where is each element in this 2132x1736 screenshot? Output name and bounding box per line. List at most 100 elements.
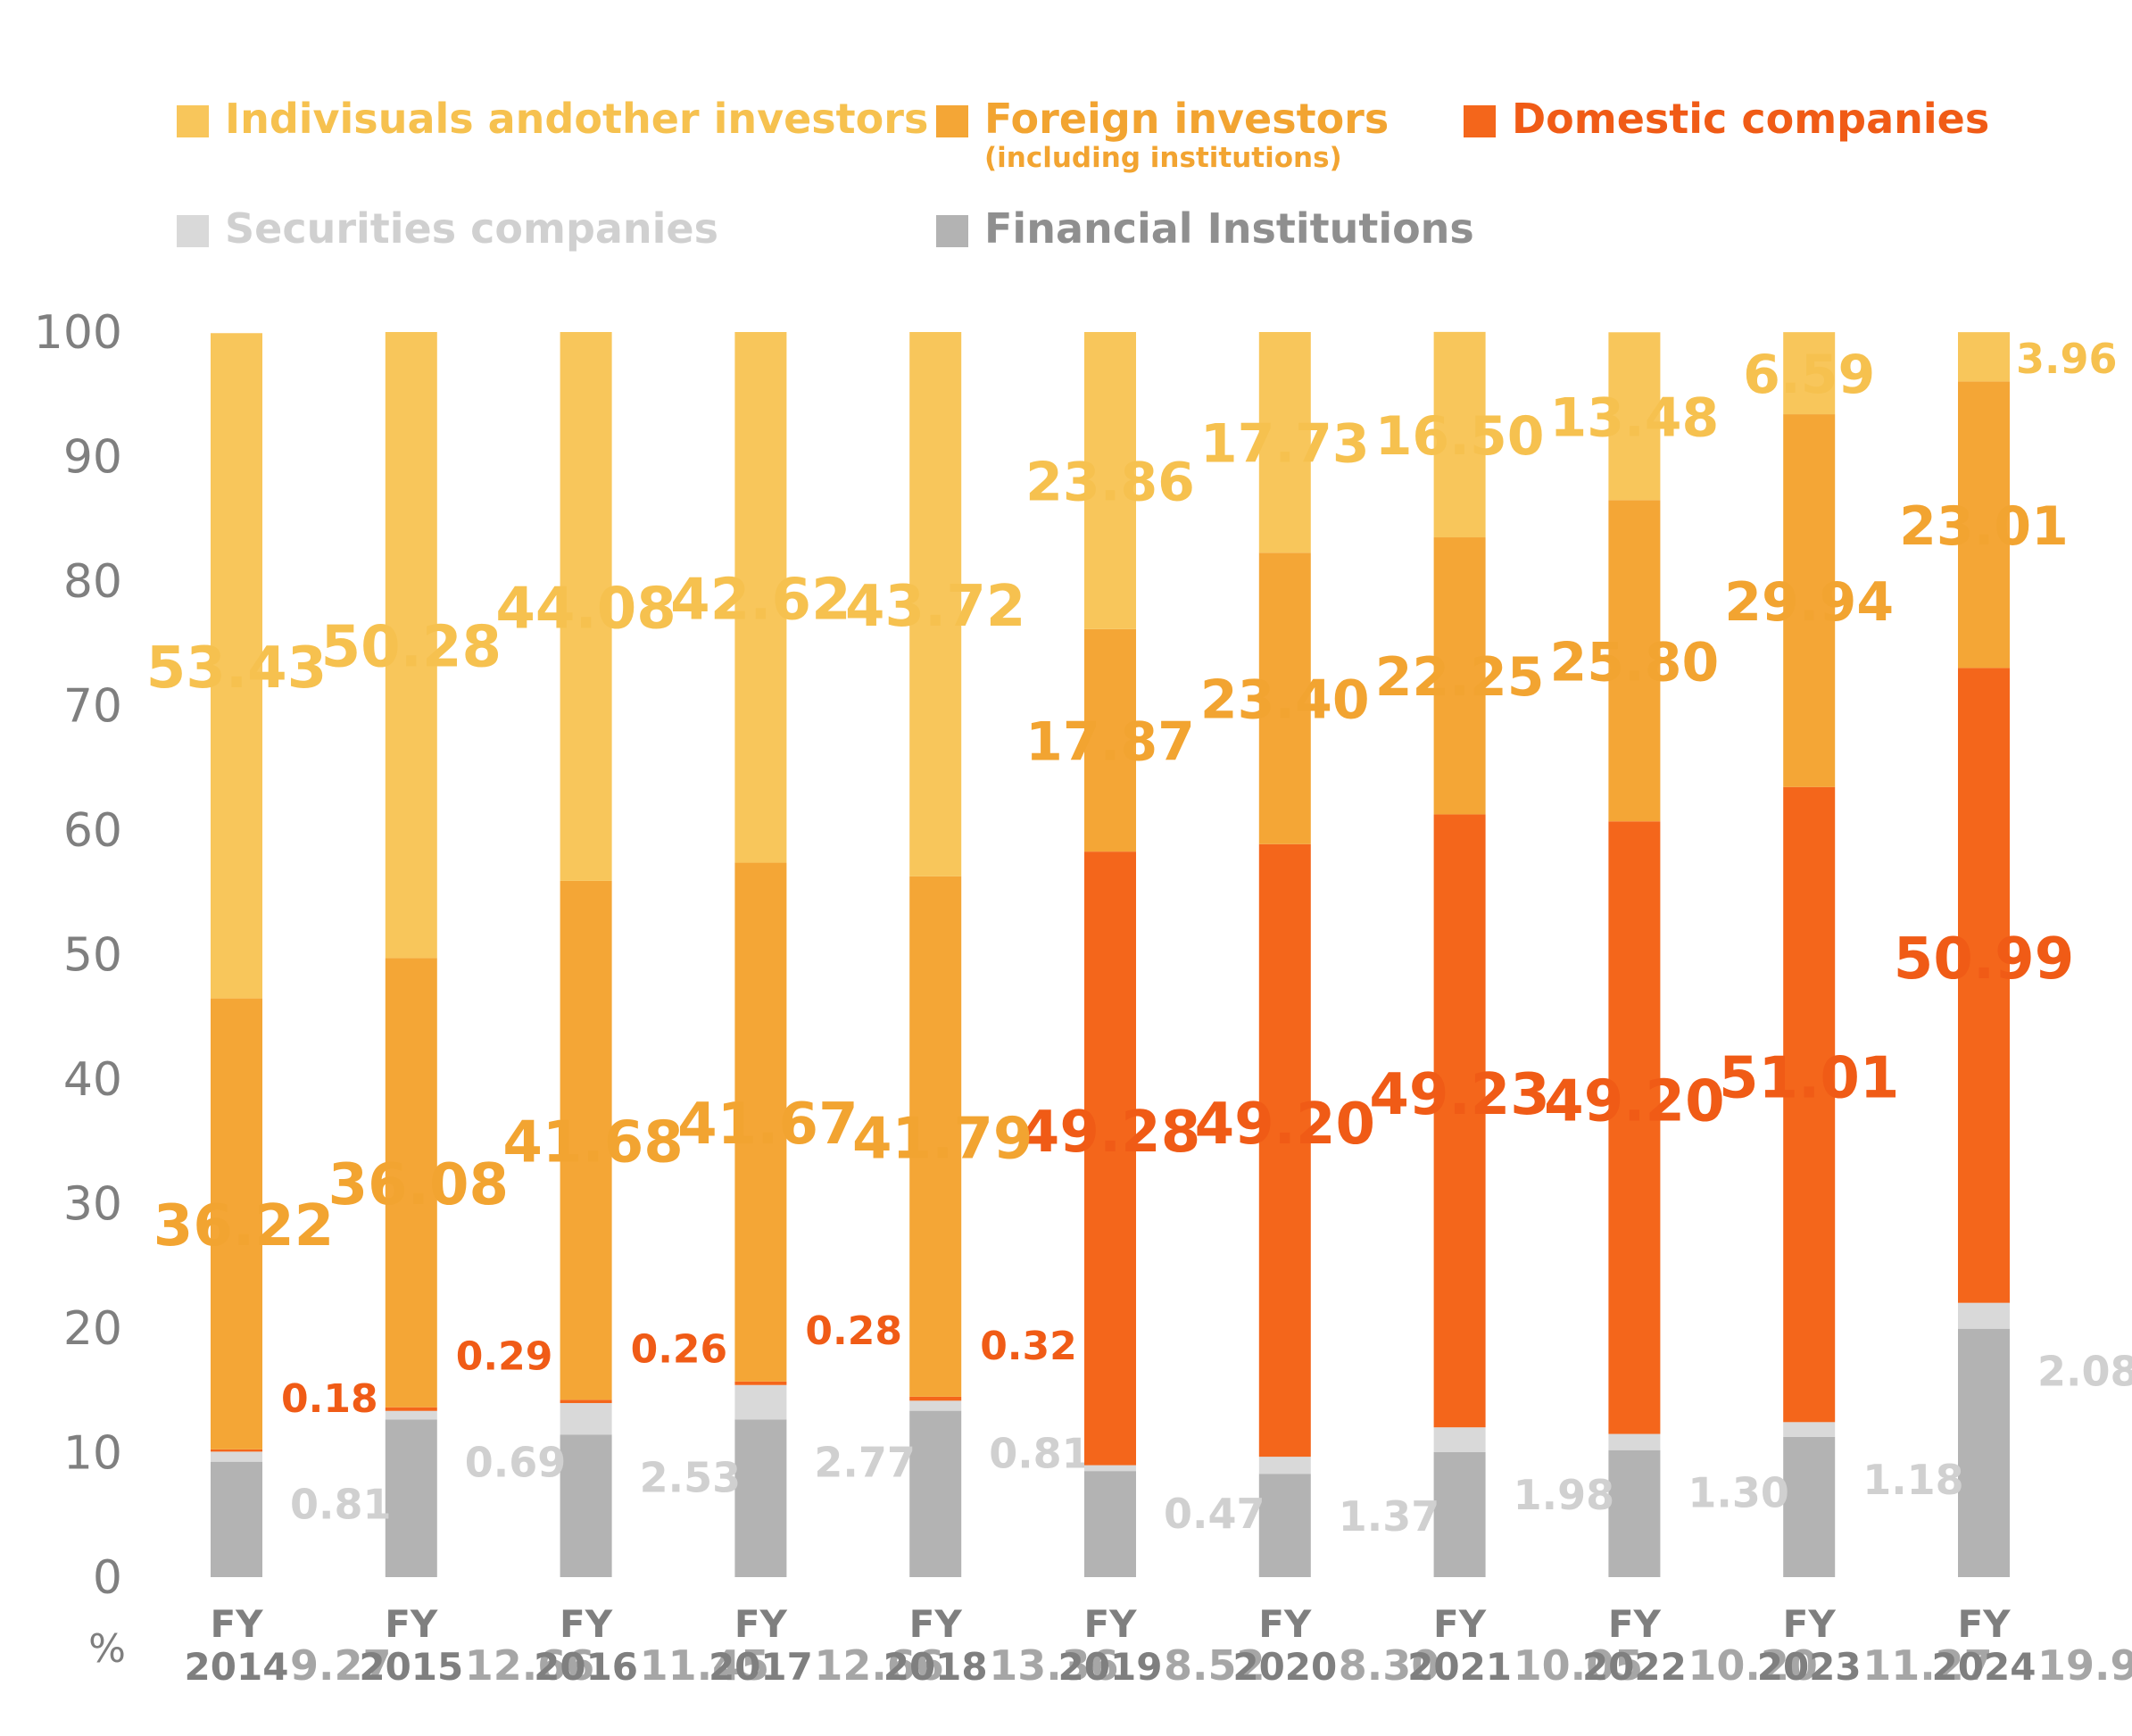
data-label-securities-companies-8: 1.30 [1688, 1469, 1789, 1517]
data-label-indivisuals-andother-investors-4: 43.72 [845, 574, 1025, 640]
data-label-indivisuals-andother-investors-3: 42.62 [670, 567, 850, 633]
x-tick-label-1-0: FY [385, 1602, 438, 1646]
bar-segment-indivisuals-andother-investors-10 [1958, 332, 2010, 382]
bar-segment-foreign-investors-6 [1258, 552, 1311, 844]
data-label-securities-companies-4: 0.81 [989, 1430, 1091, 1478]
bar-segment-financial-institutions-4 [909, 1410, 962, 1577]
legend-item-securities: Securities companies [177, 208, 718, 249]
legend-sublabel-foreign: (including institutions) [984, 142, 1342, 174]
bar-segment-domestic-companies-2 [560, 1400, 612, 1403]
data-label-financial-institutions-6: 8.30 [1339, 1641, 1440, 1690]
bar-segment-domestic-companies-0 [211, 1449, 262, 1452]
data-label-foreign-investors-1: 36.08 [328, 1152, 509, 1218]
legend-item-financial: Financial Institutions [936, 208, 1474, 249]
bar-segment-securities-companies-5 [1084, 1465, 1136, 1472]
data-label-foreign-investors-6: 23.40 [1200, 669, 1370, 732]
y-tick-label-50: 50 [63, 929, 122, 983]
bar-segment-domestic-companies-10 [1958, 668, 2010, 1303]
bar-segment-financial-institutions-7 [1433, 1451, 1486, 1577]
x-tick-label-9-1: 2023 [1757, 1645, 1862, 1689]
x-tick-label-6-0: FY [1258, 1602, 1312, 1646]
data-label-foreign-investors-8: 25.80 [1550, 631, 1720, 694]
legend-item-individuals: Indivisuals andother investors [177, 98, 928, 139]
data-label-indivisuals-andother-investors-2: 44.08 [495, 576, 676, 642]
legend-label-domestic: Domestic companies [1512, 95, 1990, 143]
bar-segment-financial-institutions-5 [1084, 1471, 1136, 1577]
data-label-financial-institutions-4: 13.36 [989, 1641, 1119, 1690]
data-label-indivisuals-andother-investors-9: 6.59 [1743, 344, 1875, 406]
data-label-securities-companies-5: 0.47 [1164, 1490, 1265, 1538]
data-label-domestic-companies-9: 51.01 [1719, 1046, 1899, 1112]
data-label-securities-companies-7: 1.98 [1514, 1471, 1615, 1519]
y-tick-label-0: 0 [93, 1551, 122, 1605]
bar-segment-foreign-investors-3 [734, 862, 787, 1382]
bar-segment-indivisuals-andother-investors-5 [1084, 332, 1136, 629]
data-label-indivisuals-andother-investors-0: 53.43 [146, 635, 327, 702]
x-tick-label-9-0: FY [1783, 1602, 1837, 1646]
bar-segment-domestic-companies-3 [734, 1381, 787, 1385]
y-tick-label-70: 70 [63, 680, 122, 734]
data-label-foreign-investors-4: 41.79 [852, 1106, 1033, 1172]
bar-segment-securities-companies-0 [211, 1451, 262, 1462]
x-tick-label-4-1: 2018 [883, 1645, 988, 1689]
y-tick-label-10: 10 [63, 1427, 122, 1481]
bar-segment-foreign-investors-8 [1608, 500, 1661, 822]
bar-segment-financial-institutions-0 [211, 1461, 262, 1577]
bar-segment-securities-companies-9 [1783, 1422, 1836, 1437]
x-tick-label-0-1: 2014 [185, 1645, 289, 1689]
legend-swatch-financial [936, 215, 968, 247]
x-tick-label-10-0: FY [1957, 1602, 2011, 1646]
bar-segment-domestic-companies-4 [909, 1396, 962, 1401]
bar-segment-securities-companies-4 [909, 1400, 962, 1411]
x-tick-label-8-0: FY [1608, 1602, 1662, 1646]
bar-segment-indivisuals-andother-investors-3 [734, 332, 787, 863]
legend-label-individuals: Indivisuals andother investors [225, 95, 929, 143]
data-label-domestic-companies-10: 50.99 [1894, 926, 2074, 993]
x-tick-label-5-0: FY [1083, 1602, 1137, 1646]
data-label-foreign-investors-7: 22.25 [1375, 646, 1545, 709]
bar-segment-foreign-investors-2 [560, 880, 612, 1400]
data-label-foreign-investors-2: 41.68 [502, 1110, 683, 1176]
bar-segment-foreign-investors-4 [909, 876, 962, 1397]
bar-segment-foreign-investors-0 [211, 998, 262, 1449]
bar-segment-securities-companies-10 [1958, 1302, 2010, 1329]
bar-segment-securities-companies-7 [1433, 1427, 1486, 1452]
bar-segment-domestic-companies-7 [1433, 814, 1486, 1428]
x-tick-label-2-0: FY [560, 1602, 613, 1646]
bar-segment-indivisuals-andother-investors-8 [1608, 332, 1661, 501]
x-tick-label-3-0: FY [734, 1602, 788, 1646]
data-label-securities-companies-6: 1.37 [1339, 1492, 1440, 1541]
bar-segment-financial-institutions-2 [560, 1434, 612, 1577]
x-tick-label-5-1: 2019 [1058, 1645, 1163, 1689]
bar-segment-domestic-companies-1 [385, 1407, 437, 1411]
x-tick-label-8-1: 2022 [1582, 1645, 1687, 1689]
data-label-indivisuals-andother-investors-5: 23.86 [1025, 451, 1195, 513]
bar-segment-indivisuals-andother-investors-4 [909, 332, 962, 876]
y-tick-label-100: 100 [34, 306, 122, 360]
y-tick-label-80: 80 [63, 555, 122, 609]
bar-segment-foreign-investors-5 [1084, 628, 1136, 852]
legend-label-financial: Financial Institutions [984, 204, 1474, 253]
legend-label-foreign: Foreign investors [984, 95, 1390, 143]
y-tick-label-40: 40 [63, 1053, 122, 1107]
x-tick-label-1-1: 2015 [359, 1645, 463, 1689]
data-label-securities-companies-10: 2.08 [2037, 1348, 2132, 1396]
bar-segment-domestic-companies-9 [1783, 786, 1836, 1423]
data-label-securities-companies-1: 0.69 [465, 1438, 567, 1486]
bar-segment-securities-companies-6 [1258, 1457, 1311, 1474]
x-tick-label-10-1: 2024 [1932, 1645, 2037, 1689]
bar-segment-domestic-companies-8 [1608, 821, 1661, 1434]
y-tick-label-20: 20 [63, 1302, 122, 1356]
bar-segment-foreign-investors-7 [1433, 537, 1486, 815]
data-label-indivisuals-andother-investors-10: 3.96 [2016, 335, 2118, 383]
y-tick-label-90: 90 [63, 431, 122, 485]
bar-segment-domestic-companies-6 [1258, 843, 1311, 1458]
bar-segment-indivisuals-andother-investors-1 [385, 332, 437, 959]
data-label-financial-institutions-7: 10.05 [1514, 1641, 1644, 1690]
bar-segment-foreign-investors-1 [385, 958, 437, 1408]
x-tick-label-2-1: 2016 [534, 1645, 638, 1689]
x-tick-label-3-1: 2017 [709, 1645, 813, 1689]
legend-swatch-domestic [1464, 105, 1496, 137]
bar-segment-financial-institutions-6 [1258, 1474, 1311, 1577]
